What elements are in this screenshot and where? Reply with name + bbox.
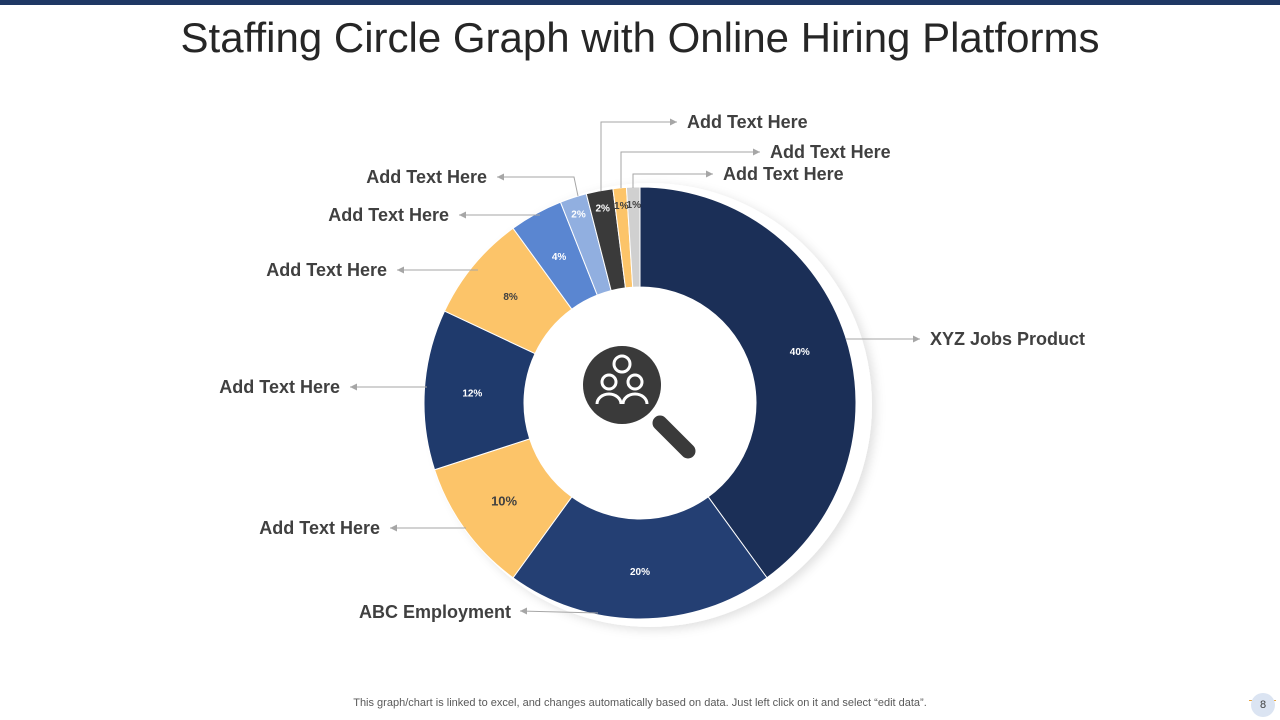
slice-value-label: 20% bbox=[630, 567, 650, 578]
slice-value-label: 2% bbox=[595, 204, 610, 215]
slice-category-label: ABC Employment bbox=[359, 602, 511, 622]
pie-slice[interactable] bbox=[512, 496, 768, 620]
slice-category-label: Add Text Here bbox=[687, 112, 808, 132]
callout-arrowhead bbox=[706, 170, 713, 178]
people-search-icon bbox=[583, 346, 696, 459]
callout-arrowhead bbox=[459, 211, 466, 219]
callout-connector bbox=[497, 176, 579, 197]
page-number: 8 bbox=[1251, 693, 1275, 717]
slice-value-label: 10% bbox=[491, 494, 517, 509]
callout-connector bbox=[632, 173, 713, 188]
slice-value-label: 12% bbox=[462, 388, 482, 399]
footer-note: This graph/chart is linked to excel, and… bbox=[353, 697, 927, 709]
slice-category-label: Add Text Here bbox=[219, 377, 340, 397]
callout-connector bbox=[519, 610, 599, 614]
callout-arrowhead bbox=[350, 383, 357, 391]
callout-arrowhead bbox=[390, 524, 397, 532]
pie-slice[interactable] bbox=[625, 186, 641, 288]
pie-slice[interactable] bbox=[639, 186, 857, 579]
slice-value-label: 4% bbox=[552, 252, 567, 263]
slice-category-label: Add Text Here bbox=[723, 164, 844, 184]
slice-category-label: XYZ Jobs Product bbox=[930, 329, 1085, 349]
top-accent-bar bbox=[0, 0, 1280, 5]
callout-arrowhead bbox=[520, 607, 527, 615]
slice-value-label: 8% bbox=[503, 292, 518, 303]
callout-arrowhead bbox=[497, 173, 504, 181]
callout-arrowhead bbox=[753, 148, 760, 156]
callout-connector bbox=[620, 151, 760, 188]
slice-value-label: 1% bbox=[614, 201, 629, 212]
slide-title: Staffing Circle Graph with Online Hiring… bbox=[180, 14, 1100, 61]
slice-category-label: Add Text Here bbox=[328, 205, 449, 225]
slice-category-label: Add Text Here bbox=[259, 518, 380, 538]
slice-category-label: Add Text Here bbox=[366, 167, 487, 187]
callout-arrowhead bbox=[670, 118, 677, 126]
slice-value-label: 1% bbox=[627, 200, 642, 211]
callout-connector bbox=[600, 121, 677, 191]
callout-arrowhead bbox=[397, 266, 404, 274]
slice-category-label: Add Text Here bbox=[770, 142, 891, 162]
callout-arrowhead bbox=[913, 335, 920, 343]
slice-value-label: 40% bbox=[790, 347, 810, 358]
slice-value-label: 2% bbox=[571, 210, 586, 221]
slice-category-label: Add Text Here bbox=[266, 260, 387, 280]
